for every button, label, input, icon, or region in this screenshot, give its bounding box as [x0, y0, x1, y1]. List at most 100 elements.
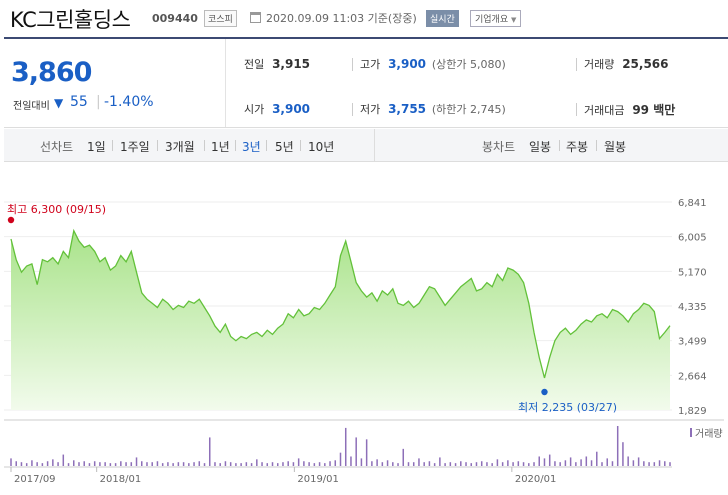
- volume-bar: [449, 462, 452, 466]
- price-change: 55: [70, 94, 88, 110]
- volume-bar: [371, 461, 373, 466]
- volume-bar: [161, 463, 164, 466]
- divider: [352, 103, 353, 116]
- volume-bar: [41, 463, 44, 466]
- volume-bar: [559, 462, 561, 466]
- volume-bar: [501, 462, 504, 466]
- change-divider: |: [96, 94, 101, 110]
- volume-bar: [235, 463, 237, 466]
- volume-bar: [632, 460, 635, 466]
- candle-weekly[interactable]: 주봉: [566, 140, 589, 154]
- volume-bar: [355, 437, 357, 466]
- divider: [374, 129, 375, 161]
- volume-bar: [287, 461, 289, 466]
- volume-bar: [350, 456, 352, 466]
- volume-value: 25,566: [622, 57, 669, 71]
- volume-bar: [376, 459, 378, 466]
- volume-bar: [580, 459, 582, 466]
- volume-bar: [141, 461, 143, 466]
- volume-bar: [308, 462, 310, 466]
- volume-bar: [172, 463, 174, 466]
- volume-bar: [439, 457, 441, 466]
- divider: [576, 103, 577, 116]
- volume-bar: [538, 456, 540, 466]
- volume-bar: [653, 462, 656, 466]
- volume-bar: [480, 461, 483, 466]
- day-low-value: 3,755: [388, 102, 427, 116]
- volume-bar: [465, 462, 467, 466]
- volume-label: 거래량: [584, 58, 615, 71]
- stock-name: KC그린홀딩스: [10, 8, 131, 32]
- volume-bar: [392, 462, 394, 466]
- volume-bar: [99, 462, 101, 466]
- volume-bar: [10, 458, 12, 466]
- volume-bar: [533, 462, 535, 466]
- volume-bar: [324, 463, 326, 466]
- volume-bar: [156, 461, 159, 466]
- divider: [300, 140, 301, 151]
- divider: [112, 140, 113, 151]
- volume-bar: [418, 458, 420, 466]
- volume-bar: [25, 463, 28, 466]
- period-5y[interactable]: 5년: [275, 140, 294, 154]
- volume-bar: [470, 463, 473, 466]
- period-3m[interactable]: 3개월: [165, 140, 195, 154]
- period-10y[interactable]: 10년: [308, 140, 335, 154]
- volume-bar: [73, 460, 75, 466]
- volume: 거래량 25,566: [584, 56, 669, 72]
- volume-bar: [125, 462, 127, 466]
- volume-bar: [637, 457, 640, 466]
- volume-bar: [548, 454, 551, 466]
- volume-bar: [62, 454, 65, 466]
- volume-bar: [486, 462, 488, 466]
- high-marker: [7, 216, 15, 224]
- volume-bar: [512, 462, 514, 466]
- volume-bar: [297, 458, 300, 466]
- period-1d[interactable]: 1일: [87, 140, 106, 154]
- volume-bar: [167, 462, 169, 466]
- realtime-button[interactable]: 실시간: [426, 10, 459, 27]
- volume-bar: [528, 463, 530, 466]
- volume-bar: [271, 462, 274, 466]
- volume-bar: [224, 461, 227, 466]
- volume-legend-swatch: [690, 428, 692, 437]
- period-selector: 선차트 1일 1주일 3개월 1년 3년 5년 10년 봉차트 일봉 주봉 월봉: [4, 129, 728, 162]
- volume-bar: [596, 451, 598, 466]
- trade-amount-value: 99 백만: [632, 103, 676, 117]
- day-high-label: 고가: [360, 58, 381, 71]
- day-low-label: 저가: [360, 103, 381, 116]
- y-axis: 6,841 6,005 5,170 4,335 3,499 2,664 1,829: [678, 198, 707, 417]
- price-chart[interactable]: 6,841 6,005 5,170 4,335 3,499 2,664 1,829 최고 6…: [0, 162, 728, 495]
- volume-bar: [52, 459, 54, 466]
- candle-monthly[interactable]: 월봉: [604, 140, 627, 154]
- volume-bar: [146, 462, 148, 466]
- trade-amount: 거래대금 99 백만: [584, 101, 675, 118]
- divider: [576, 58, 577, 71]
- volume-bar: [365, 439, 368, 466]
- volume-bar: [569, 457, 572, 466]
- volume-bar: [20, 462, 23, 466]
- period-1w[interactable]: 1주일: [120, 140, 150, 154]
- volume-bar: [229, 462, 232, 466]
- volume-bar: [219, 463, 221, 466]
- prev-close: 전일 3,915: [244, 56, 310, 72]
- volume-bar: [590, 460, 593, 466]
- quote-panel: 3,860 전일대비 ▼ 55 | -1.40% 전일 3,915 고가 3,9…: [4, 37, 728, 128]
- volume-bar: [543, 458, 546, 466]
- volume-legend: 거래량: [695, 428, 723, 440]
- volume-bar: [507, 460, 509, 466]
- volume-bar: [444, 463, 446, 466]
- company-info-button[interactable]: 기업개요 ▼: [470, 10, 522, 27]
- volume-bar: [88, 463, 91, 466]
- y-tick-label: 1,829: [678, 406, 707, 417]
- candle-daily[interactable]: 일봉: [529, 140, 552, 154]
- volume-bar: [193, 462, 195, 466]
- change-label: 전일대비: [13, 101, 50, 112]
- period-1y[interactable]: 1년: [211, 140, 230, 154]
- low-marker: [541, 388, 548, 396]
- volume-bar: [182, 462, 185, 466]
- period-3y[interactable]: 3년: [242, 140, 261, 154]
- volume-bar: [130, 462, 133, 466]
- volume-bar: [266, 463, 269, 466]
- volume-bar: [360, 458, 363, 466]
